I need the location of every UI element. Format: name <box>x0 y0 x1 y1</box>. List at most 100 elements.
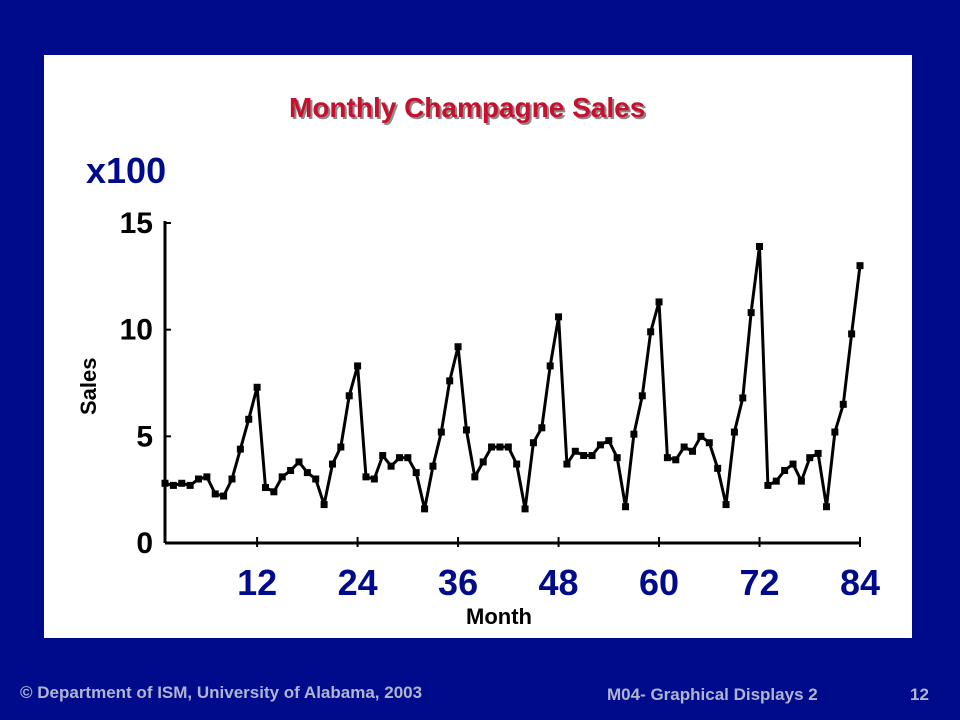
data-point <box>697 432 705 440</box>
data-point <box>370 475 378 483</box>
data-point <box>245 415 253 423</box>
chart-title-shadow: Monthly Champagne Sales <box>291 94 647 125</box>
x-tick-label: 60 <box>639 562 679 603</box>
data-point <box>421 505 429 513</box>
data-point <box>839 400 847 408</box>
x-axis-title: Month <box>466 604 532 629</box>
data-point <box>320 501 328 509</box>
data-point <box>689 447 697 455</box>
footer-page-number: 12 <box>910 685 929 704</box>
data-point <box>555 313 563 321</box>
y-axis-title: Sales <box>76 358 101 416</box>
data-point <box>672 456 680 464</box>
data-point <box>647 328 655 336</box>
data-point <box>412 469 420 477</box>
data-point <box>462 426 470 434</box>
data-point <box>764 481 772 489</box>
data-point <box>739 394 747 402</box>
data-point <box>613 454 621 462</box>
data-point <box>295 458 303 466</box>
data-point <box>596 441 604 449</box>
data-point <box>488 443 496 451</box>
data-point <box>756 242 764 250</box>
data-point <box>588 452 596 460</box>
y-tick-label: 5 <box>136 420 153 453</box>
data-point <box>529 439 537 447</box>
x-tick-label: 84 <box>840 562 880 603</box>
data-point <box>328 460 336 468</box>
data-point <box>253 383 261 391</box>
data-point <box>680 443 688 451</box>
data-point <box>806 454 814 462</box>
x-tick-label: 24 <box>338 562 378 603</box>
data-point <box>496 443 504 451</box>
data-point <box>730 428 738 436</box>
data-point <box>354 362 362 370</box>
data-point <box>312 475 320 483</box>
data-point <box>178 479 186 487</box>
data-point <box>663 454 671 462</box>
data-point <box>797 477 805 485</box>
x-tick-label: 12 <box>237 562 277 603</box>
data-point <box>303 469 311 477</box>
data-point <box>437 428 445 436</box>
data-point <box>781 466 789 474</box>
data-point <box>429 462 437 470</box>
data-point <box>220 492 228 500</box>
axes <box>163 221 861 547</box>
data-point <box>404 454 412 462</box>
data-point <box>362 473 370 481</box>
data-point <box>471 473 479 481</box>
x-tick-labels: 12 24 36 48 60 72 84 <box>237 562 880 603</box>
data-point <box>169 481 177 489</box>
data-point <box>605 437 613 445</box>
y-tick-label: 10 <box>120 314 153 347</box>
data-point <box>203 473 211 481</box>
data-point <box>211 490 219 498</box>
data-point <box>186 481 194 489</box>
y-tick-label: 15 <box>120 207 153 240</box>
data-point <box>454 343 462 351</box>
data-point <box>655 298 663 306</box>
data-point <box>848 330 856 338</box>
data-point <box>831 428 839 436</box>
data-point <box>228 475 236 483</box>
line-chart: Monthly Champagne Sales Monthly Champagn… <box>76 92 880 629</box>
data-point <box>261 484 269 492</box>
data-point <box>479 458 487 466</box>
data-point <box>345 392 353 400</box>
footer-module: M04- Graphical Displays 2 <box>607 685 818 704</box>
data-point <box>337 443 345 451</box>
x-tick-label: 36 <box>438 562 478 603</box>
data-point <box>772 477 780 485</box>
data-point <box>270 488 278 496</box>
data-point <box>236 445 244 453</box>
data-point <box>571 447 579 455</box>
data-point <box>513 460 521 468</box>
sales-line <box>164 245 862 511</box>
chart-panel: Monthly Champagne Sales Monthly Champagn… <box>44 55 912 638</box>
data-point <box>722 501 730 509</box>
data-point <box>538 424 546 432</box>
data-point <box>563 460 571 468</box>
data-point <box>278 473 286 481</box>
data-point <box>789 460 797 468</box>
footer-copyright: © Department of ISM, University of Alaba… <box>20 683 423 702</box>
data-point <box>395 454 403 462</box>
data-point <box>714 464 722 472</box>
data-point <box>705 439 713 447</box>
data-point <box>161 479 169 487</box>
x-tick-label: 48 <box>539 562 579 603</box>
data-point <box>546 362 554 370</box>
data-point <box>387 462 395 470</box>
y-tick-label: 0 <box>136 527 153 560</box>
data-point <box>823 503 831 511</box>
y-tick-labels: 0 5 10 15 <box>120 207 153 560</box>
x-tick-label: 72 <box>739 562 779 603</box>
chart-title: Monthly Champagne Sales <box>289 92 645 123</box>
data-point <box>630 430 638 438</box>
data-point <box>747 309 755 317</box>
y-scale-label: x100 <box>86 150 166 191</box>
data-point <box>580 452 588 460</box>
data-point <box>638 392 646 400</box>
